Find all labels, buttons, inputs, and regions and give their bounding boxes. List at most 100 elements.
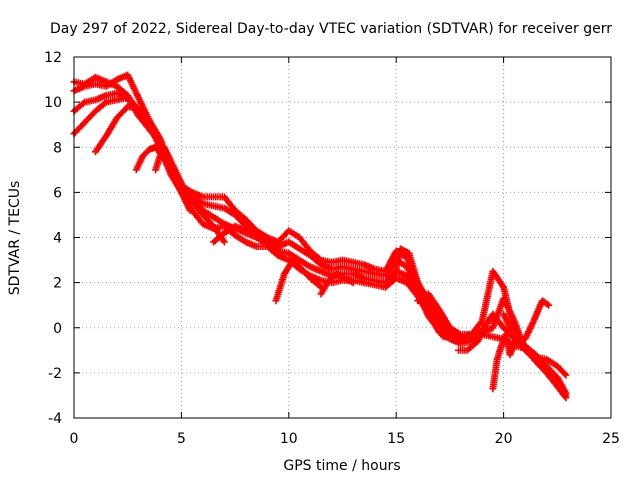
data-point bbox=[457, 349, 460, 352]
data-point bbox=[276, 254, 280, 257]
data-point bbox=[395, 276, 398, 280]
data-point bbox=[276, 240, 280, 244]
data-point bbox=[405, 274, 409, 278]
y-tick-label: 2 bbox=[53, 276, 62, 292]
data-point bbox=[244, 229, 248, 232]
series-track-15 bbox=[500, 297, 553, 345]
data-point bbox=[532, 319, 535, 323]
y-tick-label: 12 bbox=[44, 50, 62, 66]
series-track-9 bbox=[272, 256, 325, 305]
data-point bbox=[547, 303, 550, 307]
data-point bbox=[556, 364, 559, 368]
data-point bbox=[83, 100, 86, 104]
data-point bbox=[126, 105, 129, 108]
data-point bbox=[147, 148, 151, 151]
data-point bbox=[167, 155, 170, 158]
data-point bbox=[115, 91, 119, 95]
x-tick-label: 10 bbox=[280, 431, 298, 447]
data-point bbox=[405, 265, 409, 269]
data-point bbox=[448, 326, 452, 329]
x-tick-label: 25 bbox=[602, 431, 620, 447]
x-tick-label: 0 bbox=[70, 431, 79, 447]
data-point bbox=[126, 96, 129, 99]
series-track-14 bbox=[424, 301, 473, 343]
data-point bbox=[266, 243, 269, 246]
data-point bbox=[276, 245, 280, 248]
data-point bbox=[255, 236, 258, 239]
data-point bbox=[352, 281, 355, 284]
data-point bbox=[309, 254, 312, 257]
data-point bbox=[309, 276, 312, 280]
data-point bbox=[158, 137, 162, 140]
data-point bbox=[433, 322, 437, 325]
y-axis-label: SDTVAR / TECUs bbox=[7, 181, 23, 296]
data-point bbox=[147, 128, 151, 131]
data-point bbox=[201, 202, 205, 205]
data-point bbox=[212, 240, 215, 244]
data-point bbox=[504, 333, 507, 336]
series-track-3 bbox=[70, 89, 570, 399]
data-point bbox=[330, 267, 333, 271]
data-point bbox=[244, 225, 248, 228]
data-point bbox=[502, 326, 505, 329]
data-point bbox=[513, 319, 516, 323]
data-point bbox=[485, 322, 488, 325]
data-point bbox=[171, 164, 175, 167]
data-point bbox=[352, 272, 355, 275]
data-point bbox=[493, 315, 497, 318]
data-point bbox=[233, 209, 237, 212]
data-point bbox=[298, 247, 301, 250]
data-point bbox=[223, 240, 226, 244]
data-point bbox=[201, 222, 205, 226]
data-point bbox=[94, 76, 97, 79]
data-point bbox=[180, 182, 183, 185]
data-point bbox=[468, 333, 471, 336]
data-point bbox=[94, 82, 97, 86]
data-point bbox=[319, 279, 323, 282]
x-tick-label: 20 bbox=[495, 431, 513, 447]
data-point bbox=[255, 245, 258, 248]
data-point bbox=[223, 206, 226, 210]
data-point bbox=[154, 168, 157, 172]
data-point bbox=[115, 116, 119, 120]
data-point bbox=[188, 200, 192, 203]
data-point bbox=[341, 265, 344, 269]
series-track-4 bbox=[70, 94, 570, 402]
data-point bbox=[405, 281, 409, 284]
data-point bbox=[105, 94, 108, 97]
data-point bbox=[534, 353, 538, 357]
data-point bbox=[266, 238, 269, 241]
data-point bbox=[274, 299, 278, 302]
axis-ticks: 0 5 10 15 20 25 -4 -2 0 2 4 6 8 10 12 bbox=[44, 50, 620, 447]
data-point bbox=[158, 155, 162, 158]
data-point bbox=[330, 261, 333, 264]
data-point bbox=[508, 326, 512, 329]
data-point bbox=[319, 292, 323, 296]
x-tick-label: 15 bbox=[387, 431, 405, 447]
data-point bbox=[201, 213, 205, 217]
data-point bbox=[470, 340, 473, 343]
data-point bbox=[276, 249, 280, 253]
data-point bbox=[352, 261, 355, 264]
data-point bbox=[135, 168, 138, 172]
data-point bbox=[545, 371, 548, 375]
data-point bbox=[94, 98, 97, 102]
data-point bbox=[416, 299, 419, 302]
data-point bbox=[564, 373, 568, 377]
data-point bbox=[500, 344, 503, 347]
data-point bbox=[442, 335, 445, 338]
data-point bbox=[126, 73, 129, 77]
data-point bbox=[319, 258, 323, 262]
data-point bbox=[309, 265, 312, 269]
data-point bbox=[534, 360, 538, 363]
data-point bbox=[541, 299, 544, 302]
data-point bbox=[171, 173, 175, 176]
data-series bbox=[70, 71, 570, 402]
data-point bbox=[137, 96, 140, 99]
data-point bbox=[491, 270, 495, 273]
data-point bbox=[105, 134, 108, 138]
data-point bbox=[309, 249, 312, 253]
data-point bbox=[300, 267, 303, 271]
data-point bbox=[343, 276, 346, 280]
data-point bbox=[244, 240, 248, 244]
